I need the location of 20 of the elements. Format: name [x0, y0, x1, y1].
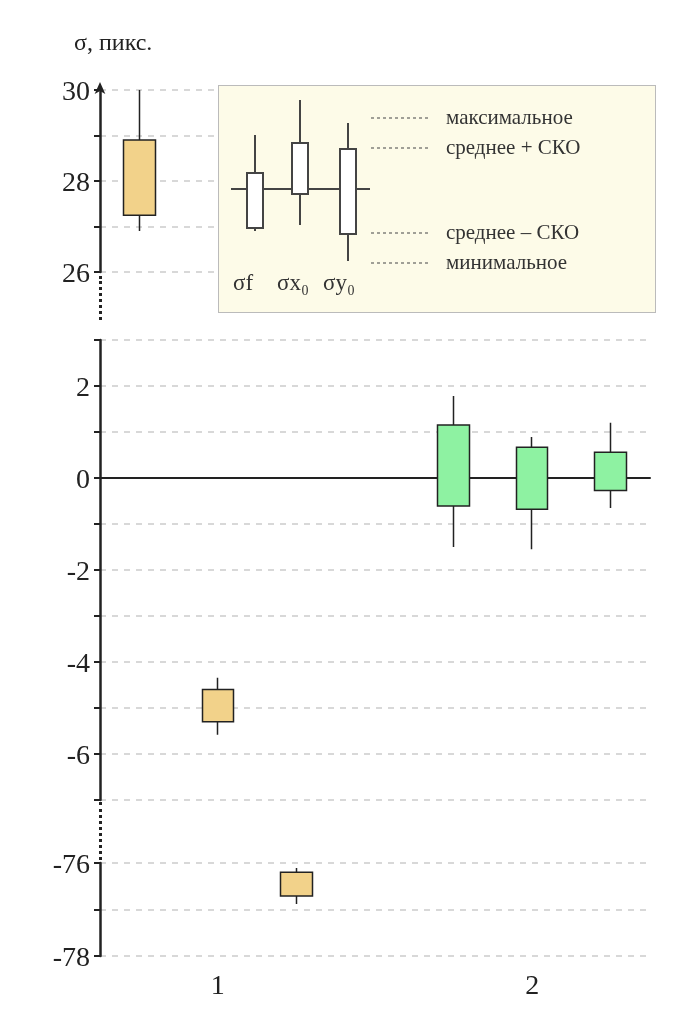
y-tick-label: -6: [66, 738, 90, 770]
y-tick-label: 26: [62, 256, 90, 288]
y-tick-label: 0: [76, 462, 90, 494]
annotation: среднее + СКО: [446, 135, 581, 159]
y-tick-label: 2: [76, 370, 90, 402]
candlestick: [201, 676, 235, 736]
annotation: максимальное: [446, 105, 573, 129]
x-tick-label: 1: [210, 968, 225, 1000]
annotation: среднее – СКО: [446, 220, 580, 244]
annotation: σy₀: [323, 270, 355, 295]
y-tick-label: 28: [62, 165, 90, 197]
y-tick-label: -78: [52, 940, 90, 972]
annotation: σx₀: [277, 270, 309, 295]
y-tick-label: -2: [66, 554, 90, 586]
y-tick-label: -76: [52, 847, 90, 879]
y-tick-label: 30: [62, 74, 90, 106]
y-tick-label: -4: [66, 646, 90, 678]
y-axis-title: σ, пикс.: [74, 29, 153, 55]
annotation: минимальное: [446, 250, 568, 274]
annotation: σf: [233, 270, 254, 295]
